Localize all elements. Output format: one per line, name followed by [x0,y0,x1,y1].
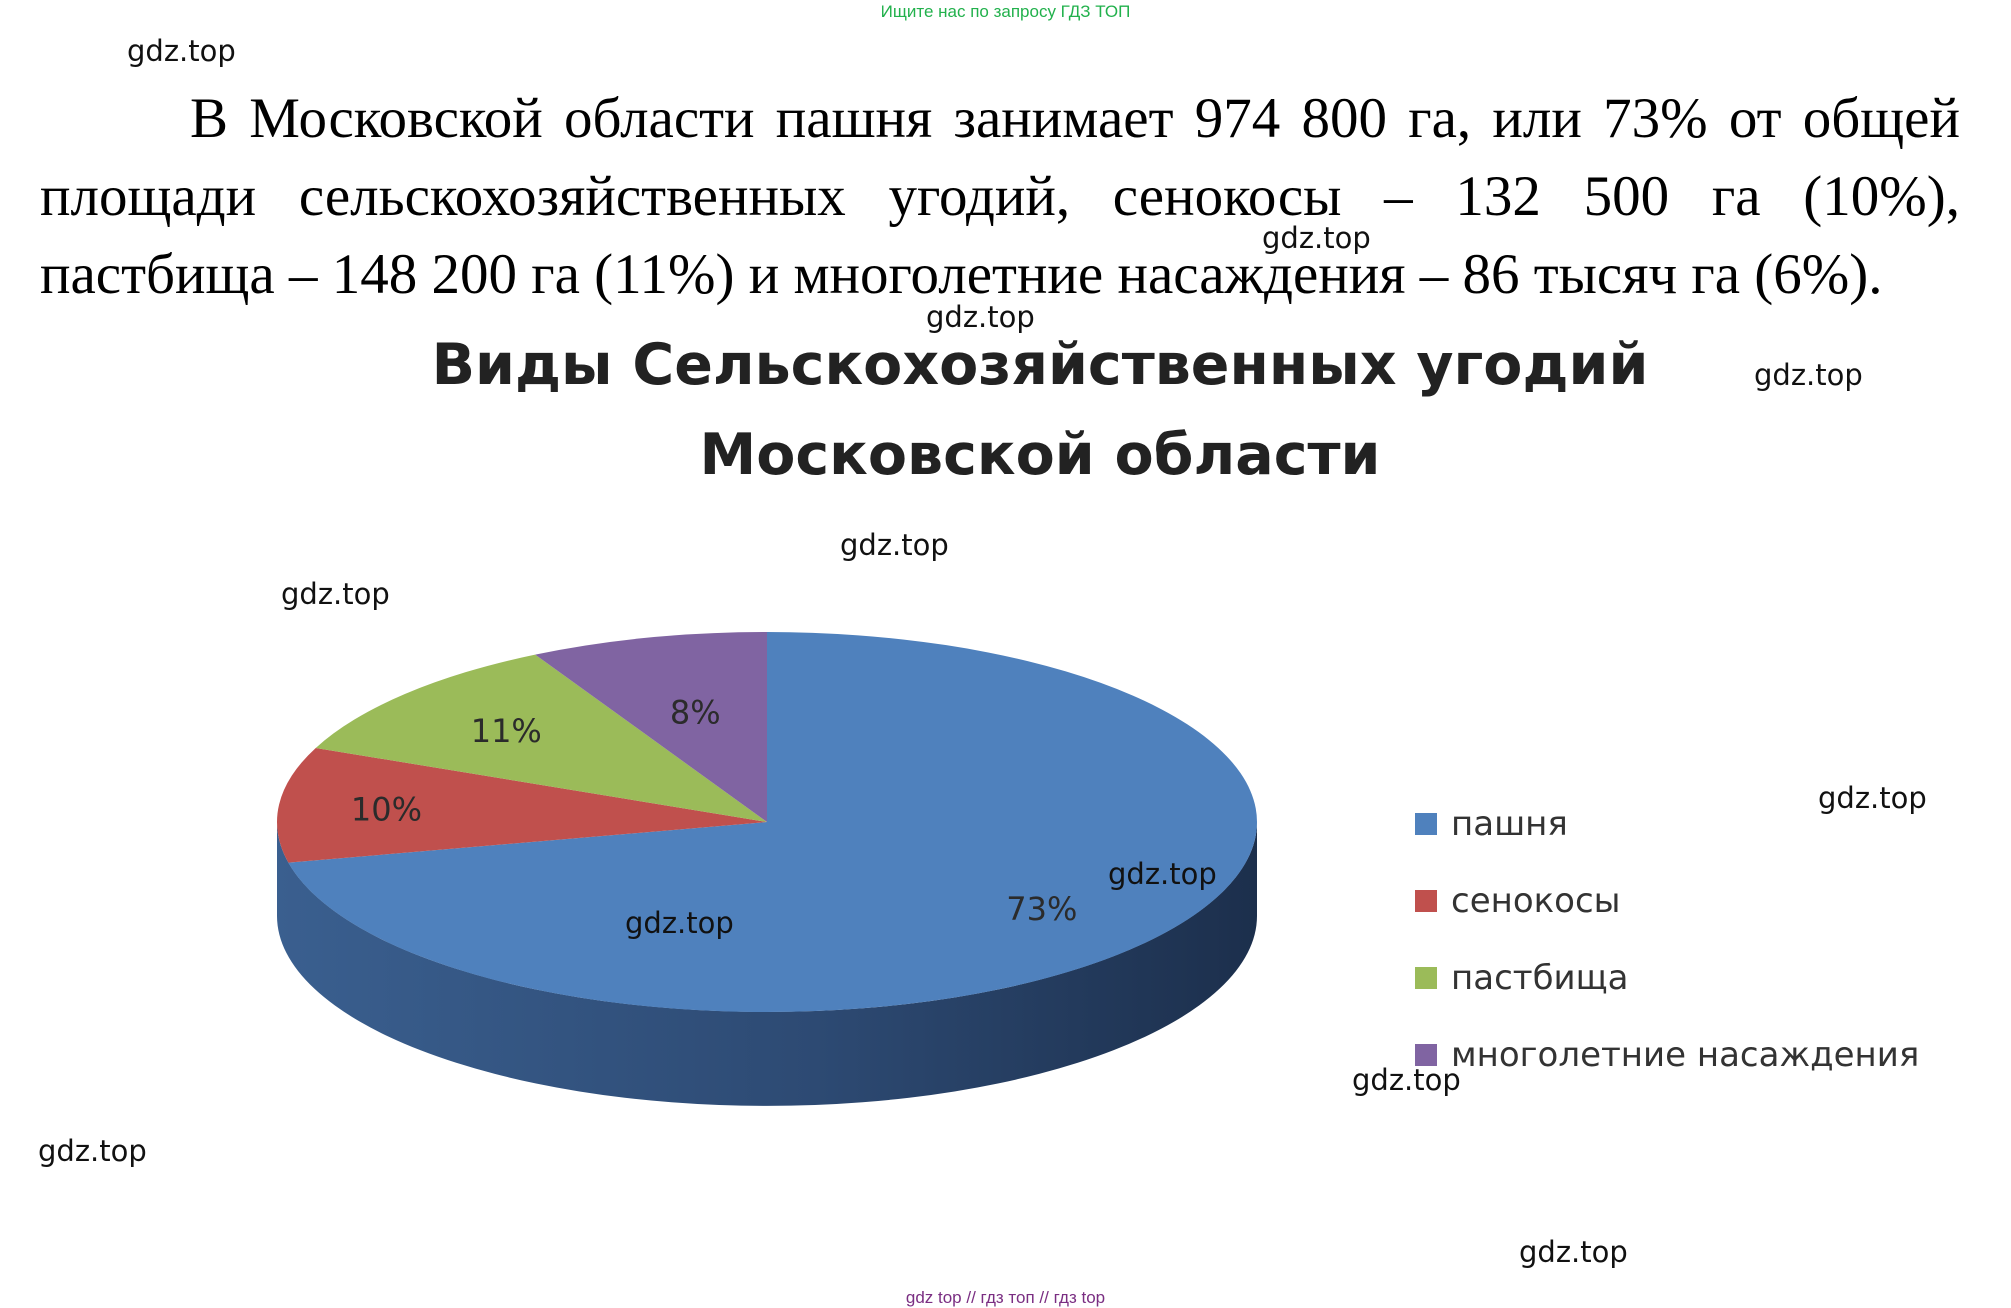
watermark: gdz.top [127,34,236,68]
slice-arable [288,632,1257,1012]
watermark: gdz.top [1818,781,1927,815]
search-hint-link[interactable]: Ищите нас по запросу ГДЗ ТОП [880,2,1131,21]
legend-item-perennial: многолетние насаждения [1415,1016,1919,1093]
watermark: gdz.top [1519,1235,1628,1269]
legend-label-perennial: многолетние насаждения [1451,1034,1920,1075]
legend-swatch-perennial [1415,1043,1437,1066]
slice-perennial [535,632,767,822]
chart-title: Виды Сельскохозяйственных угодий Московс… [390,320,1690,500]
legend-item-hayfields: сенокосы [1415,862,1919,939]
slice-label-pastures: 11% [471,712,542,750]
watermark: gdz.top [38,1134,147,1168]
watermark: gdz.top [625,906,734,940]
slice-label-hayfields: 10% [351,790,422,828]
footer-links: gdz top // гдз топ // гдз top [0,1288,2011,1308]
watermark: gdz.top [840,528,949,562]
watermark: gdz.top [281,577,390,611]
legend-label-pastures: пастбища [1451,957,1629,998]
legend-swatch-pastures [1415,966,1437,989]
task-paragraph: В Московской области пашня занимает 974 … [40,87,1960,306]
pie-side-wall [277,822,1257,1106]
legend-label-hayfields: сенокосы [1451,880,1621,921]
watermark: gdz.top [1108,857,1217,891]
chart-title-line-2: Московской области [699,422,1381,488]
legend-label-arable: пашня [1451,803,1568,844]
slice-label-perennial: 8% [670,693,721,731]
chart-legend: пашня сенокосы пастбища многолетние наса… [1415,785,1919,1093]
chart-title-line-1: Виды Сельскохозяйственных угодий [431,332,1649,398]
legend-item-pastures: пастбища [1415,939,1919,1016]
watermark: gdz.top [1754,358,1863,392]
slice-pastures [315,654,767,822]
legend-swatch-arable [1415,812,1437,835]
slice-hayfields [277,747,767,863]
watermark: gdz.top [926,300,1035,334]
slice-label-arable: 73% [1006,890,1077,928]
legend-swatch-hayfields [1415,889,1437,912]
legend-item-arable: пашня [1415,785,1919,862]
watermark: gdz.top [1262,221,1371,255]
watermark: gdz.top [1352,1063,1461,1097]
